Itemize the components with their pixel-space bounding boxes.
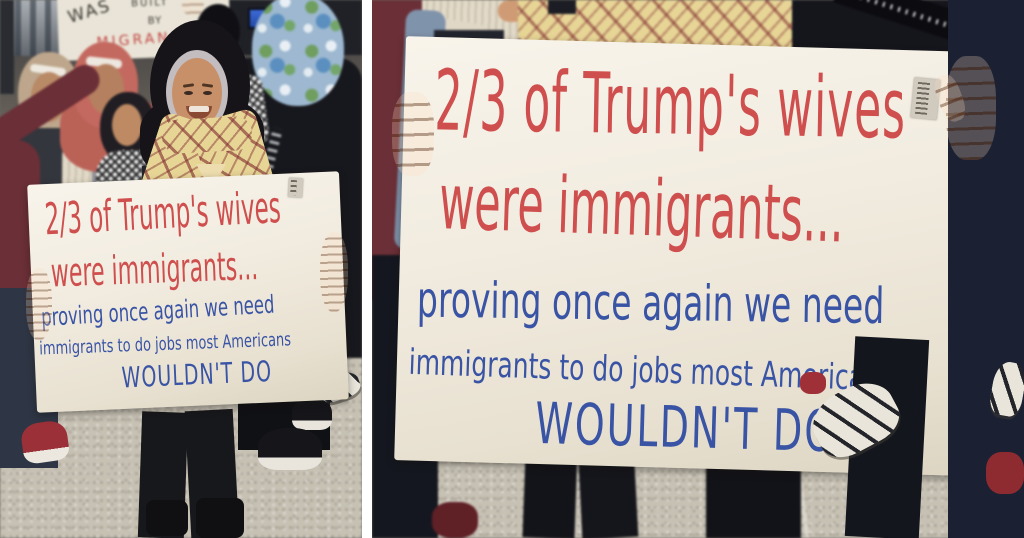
sign-holder-hand (182, 0, 204, 15)
left-panel-photo: WAS BUILT BY MIGRAN (0, 0, 362, 538)
sign-line: proving once again we need (416, 270, 885, 336)
black-sneaker (258, 428, 322, 470)
sign-line: were immigrants... (50, 244, 259, 298)
red-shoe-edge (986, 452, 1024, 494)
right-panel-photo: 2/3 of Trump's wives were immigrants... … (372, 0, 1024, 538)
window-frame (0, 0, 14, 94)
left-hand (26, 268, 52, 340)
black-sneaker (292, 398, 332, 430)
left-foreground-group: 2/3 of Trump's wives were immigrants... … (0, 0, 362, 538)
floral-hijab (252, 0, 344, 106)
sign-line: were immigrants... (437, 157, 846, 262)
sign-line: 2/3 of Trump's wives (433, 53, 908, 159)
protest-sign: 2/3 of Trump's wives were immigrants... … (27, 171, 349, 413)
smile-teeth (189, 106, 209, 112)
right-foreground-group: 2/3 of Trump's wives were immigrants... … (372, 0, 1024, 538)
black-boot (196, 498, 244, 538)
sign-line: WOULDN'T DO (534, 390, 838, 465)
black-boot (146, 500, 188, 536)
dark-gap (548, 0, 576, 14)
eye (184, 91, 193, 95)
barcode-sticker (287, 177, 304, 198)
sign-line: immigrants to do jobs most Americans (38, 329, 292, 361)
dark-red-shoe (432, 502, 478, 538)
red-shoe-accent (800, 372, 826, 394)
yellow-keffiyeh-neck (161, 115, 253, 155)
sign-line: proving once again we need (40, 290, 276, 332)
eye (203, 91, 212, 95)
sign-line: WOULDN'T DO (120, 355, 273, 395)
left-hand-closeup (392, 92, 434, 176)
right-hand (320, 232, 348, 312)
sign-line: 2/3 of Trump's wives (43, 184, 282, 246)
face (112, 104, 142, 146)
red-sneaker (19, 418, 71, 466)
